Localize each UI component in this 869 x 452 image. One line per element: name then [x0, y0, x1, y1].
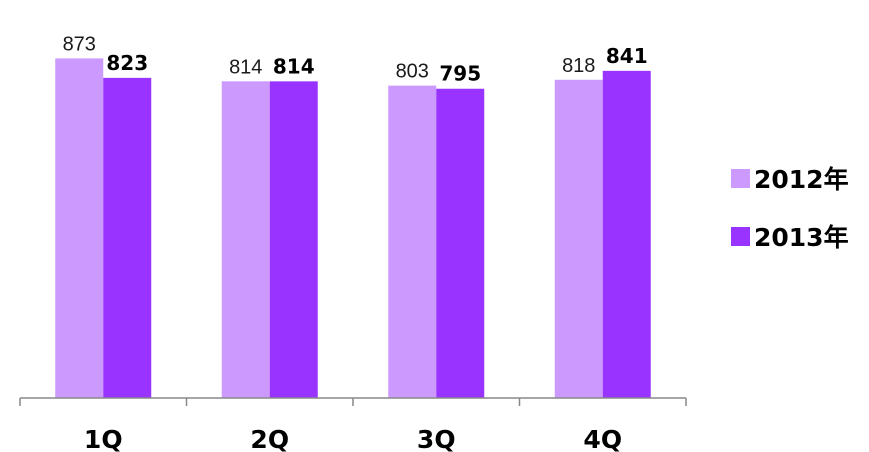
- value-label-2Q-2013年: 814: [273, 54, 315, 78]
- bar-4Q-2012年: [554, 79, 603, 398]
- legend: 2012年 2013年: [731, 163, 849, 279]
- bar-4Q-2013年: [602, 70, 651, 398]
- bars-group: [55, 58, 651, 399]
- category-label-1Q: 1Q: [84, 425, 123, 452]
- legend-item-2013: 2013年: [731, 221, 849, 252]
- bar-3Q-2013年: [436, 88, 485, 399]
- category-label-4Q: 4Q: [583, 425, 622, 452]
- category-label-2Q: 2Q: [250, 425, 289, 452]
- bar-2Q-2013年: [269, 81, 318, 398]
- value-label-2Q-2012年: 814: [229, 56, 262, 78]
- legend-swatch-2012: [731, 168, 750, 188]
- value-label-3Q-2012年: 803: [396, 61, 429, 83]
- bar-1Q-2013年: [103, 77, 152, 398]
- category-label-3Q: 3Q: [417, 425, 456, 452]
- value-label-4Q-2012年: 818: [562, 55, 595, 77]
- bar-3Q-2012年: [388, 85, 437, 399]
- value-label-1Q-2013年: 823: [106, 51, 148, 75]
- x-axis: [19, 397, 687, 406]
- legend-swatch-2013: [731, 226, 750, 246]
- value-label-1Q-2012年: 873: [63, 33, 96, 55]
- legend-label-2012: 2012年: [754, 165, 849, 194]
- bar-1Q-2012年: [55, 58, 104, 398]
- value-label-4Q-2013年: 841: [606, 44, 648, 68]
- value-labels-group: 873 823 814 814 803 795 818 841: [63, 33, 648, 85]
- value-label-3Q-2013年: 795: [439, 62, 481, 86]
- bar-2Q-2012年: [221, 81, 270, 398]
- category-labels-group: 1Q 2Q 3Q 4Q: [84, 425, 622, 452]
- legend-label-2013: 2013年: [754, 223, 849, 252]
- legend-item-2012: 2012年: [731, 163, 849, 194]
